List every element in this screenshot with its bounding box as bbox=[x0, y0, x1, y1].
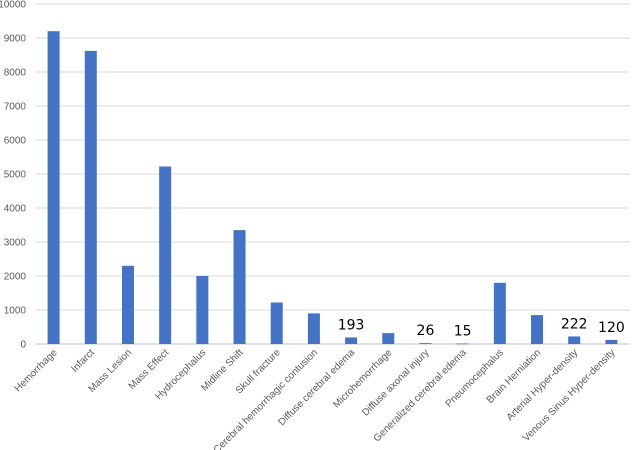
bar bbox=[47, 31, 60, 344]
data-label: 193 bbox=[338, 317, 365, 333]
bar bbox=[121, 265, 134, 344]
y-tick-label: 6000 bbox=[4, 136, 27, 147]
bar bbox=[419, 343, 432, 344]
bar bbox=[159, 166, 172, 344]
bar bbox=[382, 333, 395, 344]
x-category-label: Hemorrhage bbox=[13, 347, 60, 394]
bar bbox=[84, 50, 97, 345]
data-label: 26 bbox=[417, 323, 435, 339]
y-tick-label: 2000 bbox=[4, 272, 27, 283]
data-label: 15 bbox=[454, 323, 472, 339]
x-category-label: Diffuse axonal injury bbox=[360, 347, 431, 418]
y-tick-label: 5000 bbox=[4, 170, 27, 181]
y-tick-label: 3000 bbox=[4, 238, 27, 249]
y-tick-label: 1000 bbox=[4, 306, 27, 317]
data-labels: 193 26 15 222 120 bbox=[338, 316, 625, 339]
y-tick-label: 7000 bbox=[4, 102, 27, 113]
bar bbox=[307, 313, 320, 344]
bar bbox=[233, 230, 246, 344]
bar bbox=[270, 302, 283, 344]
y-tick-label: 9000 bbox=[4, 34, 27, 45]
bar bbox=[605, 339, 618, 344]
bar bbox=[531, 315, 544, 344]
bar bbox=[568, 336, 581, 344]
bars bbox=[47, 31, 618, 345]
x-category-label: Infarct bbox=[69, 347, 97, 375]
bar bbox=[345, 337, 358, 344]
y-tick-label: 8000 bbox=[4, 68, 27, 79]
y-tick-label: 0 bbox=[20, 340, 26, 351]
y-tick-label: 4000 bbox=[4, 204, 27, 215]
y-axis-ticks: 0 1000 2000 3000 4000 5000 6000 7000 8000 9000 100… bbox=[0, 0, 26, 351]
data-label: 120 bbox=[598, 320, 625, 336]
bar bbox=[456, 343, 469, 345]
y-tick-label: 10000 bbox=[0, 0, 26, 11]
data-label: 222 bbox=[561, 316, 588, 332]
bar bbox=[196, 276, 209, 344]
x-category-label: Arterial Hyper-density bbox=[505, 347, 581, 423]
bar bbox=[493, 282, 506, 344]
gridlines bbox=[35, 3, 630, 311]
